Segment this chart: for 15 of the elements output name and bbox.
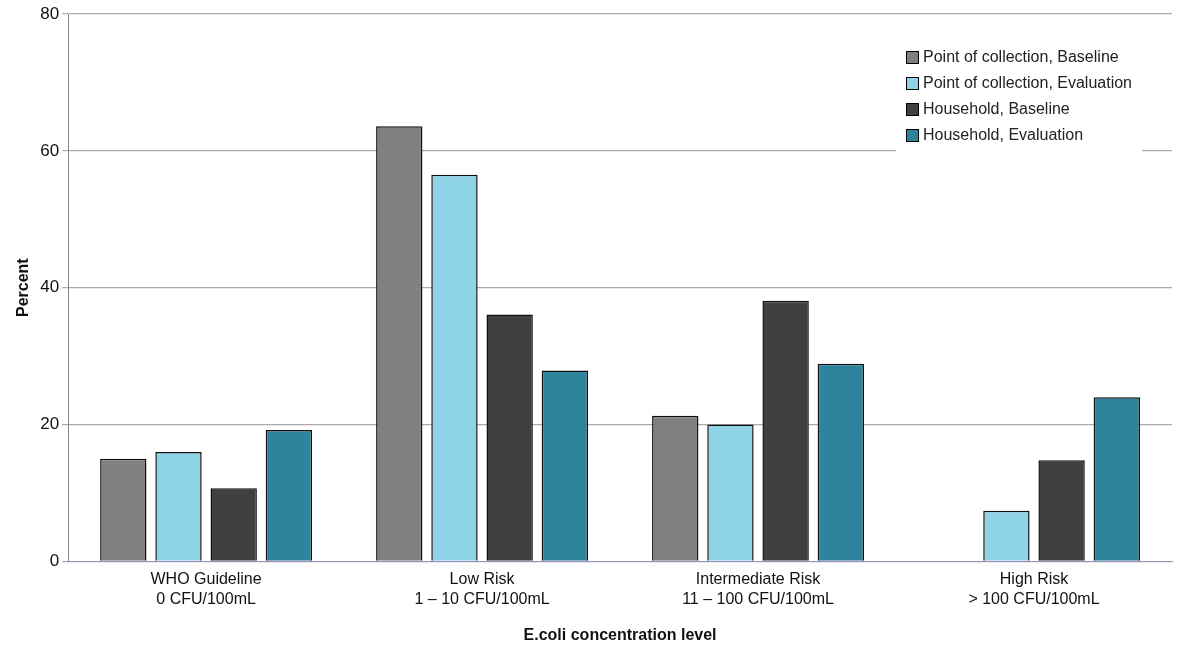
x-axis-title: E.coli concentration level bbox=[523, 625, 717, 643]
x-tick-label: High Risk > 100 CFU/100mL bbox=[968, 570, 1100, 607]
legend-label: Household, Evaluation bbox=[923, 126, 1084, 144]
y-tick-label: 60 bbox=[40, 140, 60, 160]
x-tick-label: Intermediate Risk 11 – 100 CFU/100mL bbox=[682, 570, 835, 607]
y-tick-label: 80 bbox=[40, 3, 60, 23]
x-tick-label: WHO Guideline 0 CFU/100mL bbox=[150, 570, 262, 607]
y-tick-label: 0 bbox=[49, 551, 60, 571]
y-tick-label: 40 bbox=[40, 277, 60, 297]
legend-label: Household, Baseline bbox=[923, 100, 1070, 118]
legend-label: Point of collection, Baseline bbox=[923, 48, 1119, 66]
y-axis-title: Percent bbox=[14, 257, 32, 318]
legend-label: Point of collection, Evaluation bbox=[923, 74, 1133, 92]
y-tick-label: 20 bbox=[40, 414, 60, 434]
x-tick-label: Low Risk 1 – 10 CFU/100mL bbox=[414, 570, 550, 607]
